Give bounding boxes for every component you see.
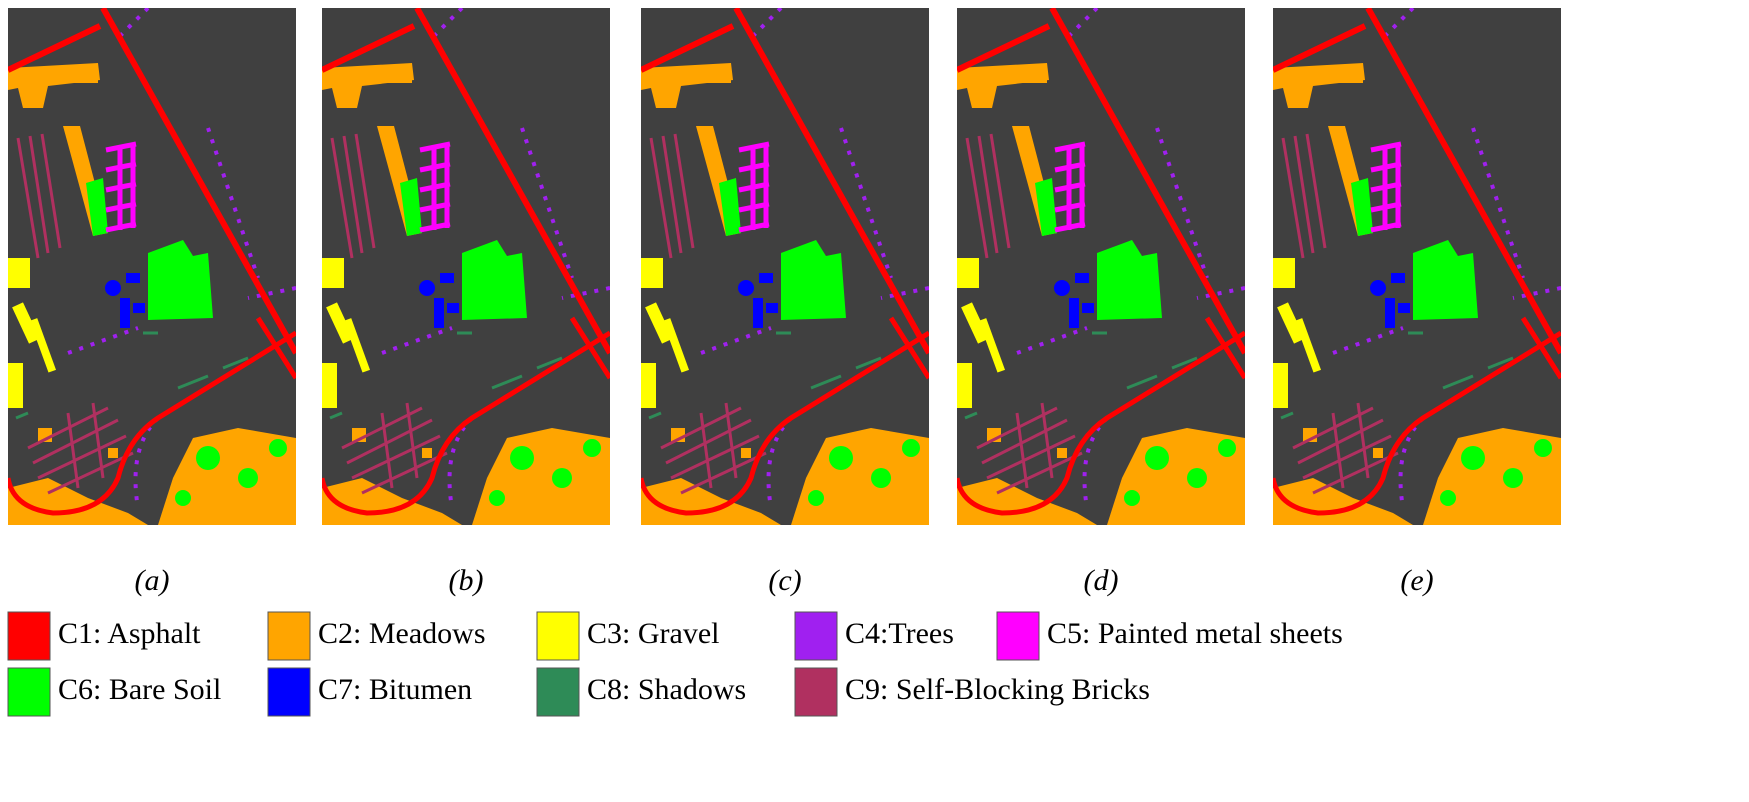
- legend-label: C6: Bare Soil: [58, 673, 221, 706]
- legend: C1: Asphalt C2: Meadows C3: Gravel C4:Trees…: [7, 611, 1343, 717]
- legend-swatch: [794, 667, 838, 717]
- legend-label: C2: Meadows: [318, 617, 486, 650]
- legend-swatch: [996, 611, 1040, 661]
- map-panel: [641, 8, 929, 525]
- map-panel: [322, 8, 610, 525]
- legend-swatch: [536, 667, 580, 717]
- legend-swatch: [536, 611, 580, 661]
- legend-swatch: [267, 611, 311, 661]
- legend-swatch: [794, 611, 838, 661]
- map-panel: [8, 8, 296, 525]
- panels: (a) (b) (c) (d) (e): [8, 8, 1561, 597]
- legend-label: C4:Trees: [845, 617, 954, 650]
- legend-label: C1: Asphalt: [58, 617, 201, 650]
- panel-caption: (a): [135, 564, 170, 597]
- map-panel: [1273, 8, 1561, 525]
- legend-swatch: [7, 667, 51, 717]
- panel-caption: (c): [768, 564, 801, 597]
- legend-label: C9: Self-Blocking Bricks: [845, 673, 1150, 706]
- legend-label: C5: Painted metal sheets: [1047, 617, 1343, 650]
- legend-label: C8: Shadows: [587, 673, 746, 706]
- legend-swatch: [267, 667, 311, 717]
- legend-label: C3: Gravel: [587, 617, 719, 650]
- panel-caption: (b): [449, 564, 484, 597]
- panel-caption: (d): [1084, 564, 1119, 597]
- legend-label: C7: Bitumen: [318, 673, 472, 706]
- panel-caption: (e): [1400, 564, 1433, 597]
- map-panel: [957, 8, 1245, 525]
- legend-swatch: [7, 611, 51, 661]
